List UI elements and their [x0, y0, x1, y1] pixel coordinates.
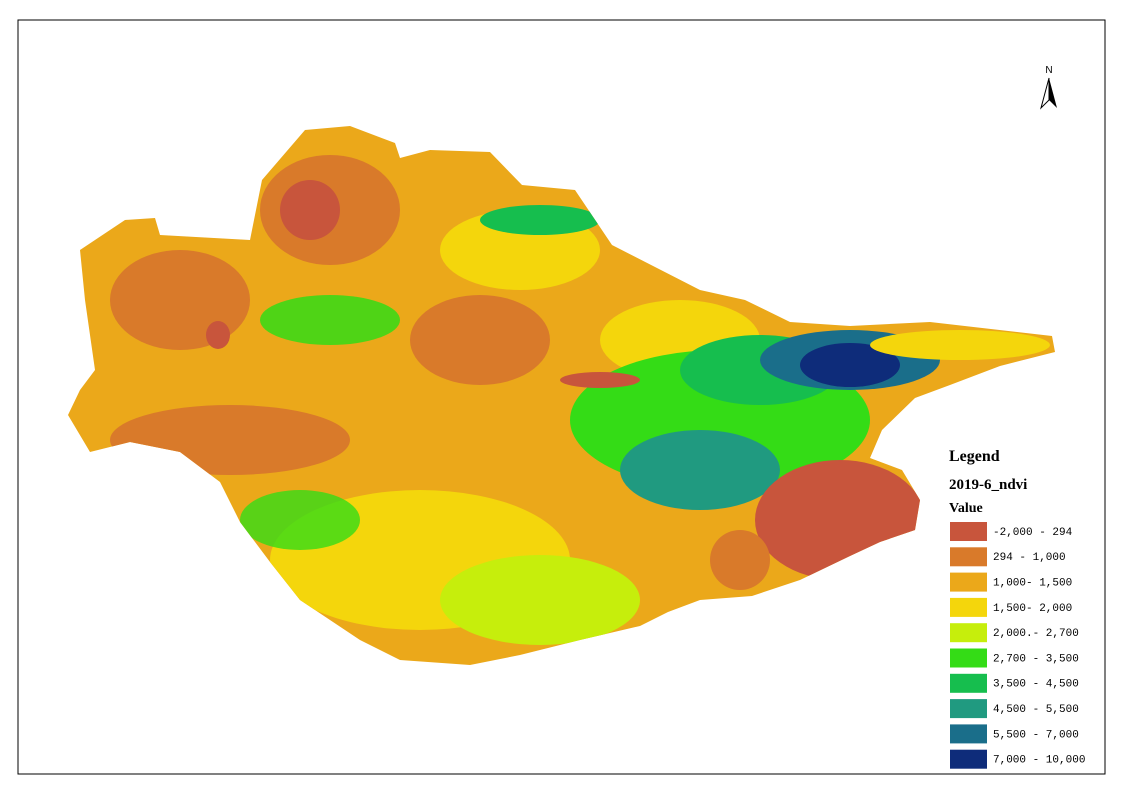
- map-frame: [17, 19, 1106, 775]
- legend-label: 1,500- 2,000: [993, 603, 1072, 615]
- legend-label: 5,500 - 7,000: [993, 729, 1079, 741]
- arrow-right: [1049, 78, 1057, 108]
- legend-label: 2,000.- 2,700: [993, 628, 1079, 640]
- legend-label: 2,700 - 3,500: [993, 653, 1079, 665]
- legend-swatch: [950, 749, 987, 769]
- legend-swatch: [950, 572, 987, 592]
- arrow-left: [1040, 77, 1050, 110]
- legend-field: Value: [949, 501, 983, 516]
- legend-label: 3,500 - 4,500: [993, 679, 1079, 691]
- legend-swatch: [950, 648, 987, 668]
- legend-swatch: [950, 699, 987, 719]
- legend-label: 1,000- 1,500: [993, 578, 1072, 590]
- north-arrow: N: [1040, 65, 1057, 110]
- ndvi-raster: [68, 126, 1055, 665]
- legend-swatch: [950, 522, 987, 541]
- legend-label: 7,000 - 10,000: [993, 755, 1085, 767]
- legend-label: 4,500 - 5,500: [993, 704, 1079, 716]
- legend: Legend 2019-6_ndvi Value -2,000 - 294 294…: [949, 448, 1085, 769]
- legend-title: Legend: [949, 448, 1000, 465]
- north-label: N: [1045, 65, 1052, 76]
- legend-swatch: [950, 597, 987, 617]
- legend-label: 294 - 1,000: [993, 552, 1066, 564]
- legend-label: -2,000 - 294: [993, 527, 1073, 539]
- legend-swatch: [950, 673, 987, 693]
- legend-swatch: [950, 547, 987, 567]
- legend-swatch: [950, 623, 987, 643]
- legend-layer: 2019-6_ndvi: [949, 477, 1027, 493]
- legend-swatch: [950, 724, 987, 744]
